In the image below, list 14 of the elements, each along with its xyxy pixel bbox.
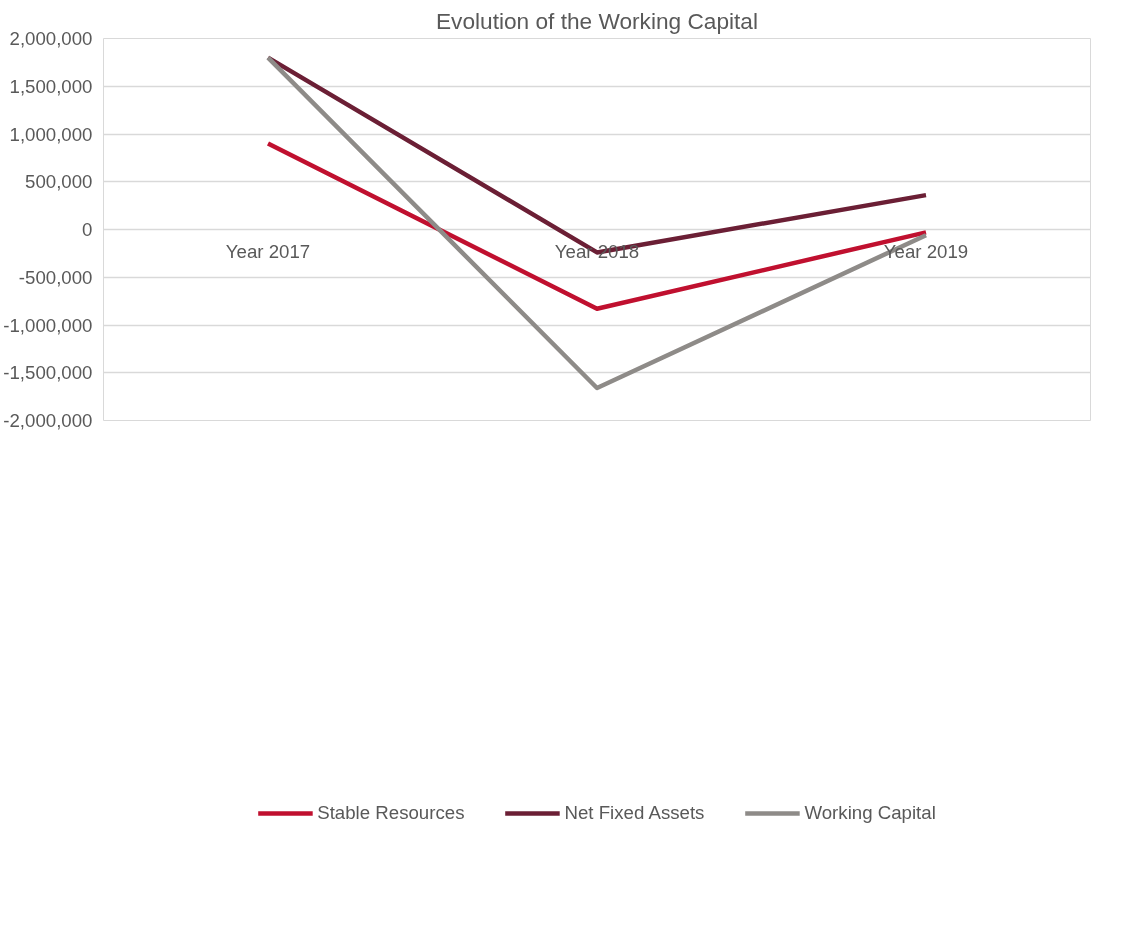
chart-title: Evolution of the Working Capital [436,7,758,34]
y-tick-label: 1,000,000 [9,123,93,145]
x-tick-label: Year 2017 [225,240,311,262]
legend-label: Net Fixed Assets [564,802,705,825]
y-tick-label: -1,000,000 [3,314,93,336]
legend-label: Working Capital [804,802,936,825]
y-tick-label: 0 [82,219,93,240]
y-tick-label: -500,000 [18,266,93,288]
y-tick-label: 1,500,000 [9,75,93,97]
y-tick-label: 2,000,000 [9,28,93,49]
y-tick-label: 500,000 [25,171,93,193]
y-tick-label: -1,500,000 [3,362,93,384]
y-tick-label: -2,000,000 [3,410,93,431]
legend-label: Stable Resources [317,802,465,825]
